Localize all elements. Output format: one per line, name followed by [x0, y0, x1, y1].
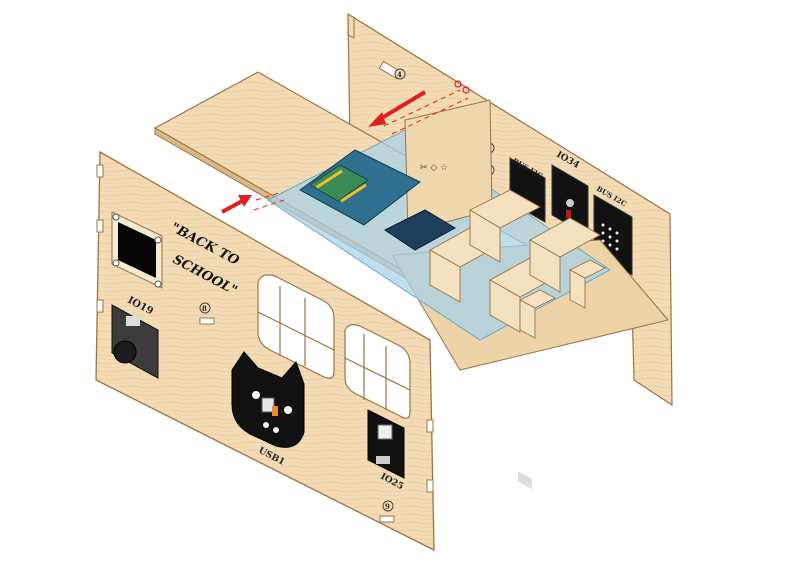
classroom-furniture	[429, 189, 606, 339]
marker-9-label: 9	[385, 502, 390, 511]
button-icon	[377, 424, 393, 440]
assembly-arrow-icon	[368, 89, 469, 135]
marker-4-label: 4	[397, 70, 402, 79]
display-module	[384, 209, 457, 251]
speaker-icon	[113, 340, 137, 364]
controller-board	[299, 149, 421, 226]
assembly-arrow-icon-2	[221, 191, 285, 214]
front-wall-panel: "BACK TO SCHOOL" IO19 8	[95, 150, 435, 552]
svg-text:✂ ◇ ☆: ✂ ◇ ☆	[420, 163, 448, 173]
marker-4-icon	[394, 68, 406, 80]
window-cutout-left	[257, 274, 335, 379]
cat-module: USB1	[231, 351, 305, 468]
lcd-screen-module	[111, 211, 163, 289]
window-cutout-right	[344, 324, 411, 419]
marker-8-label: 8	[202, 304, 207, 313]
switch-module: IO25	[367, 409, 405, 492]
